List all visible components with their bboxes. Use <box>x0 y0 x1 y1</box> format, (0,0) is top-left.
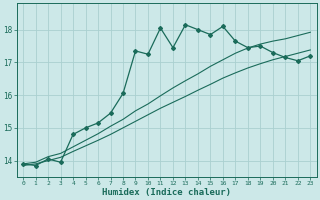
X-axis label: Humidex (Indice chaleur): Humidex (Indice chaleur) <box>102 188 231 197</box>
